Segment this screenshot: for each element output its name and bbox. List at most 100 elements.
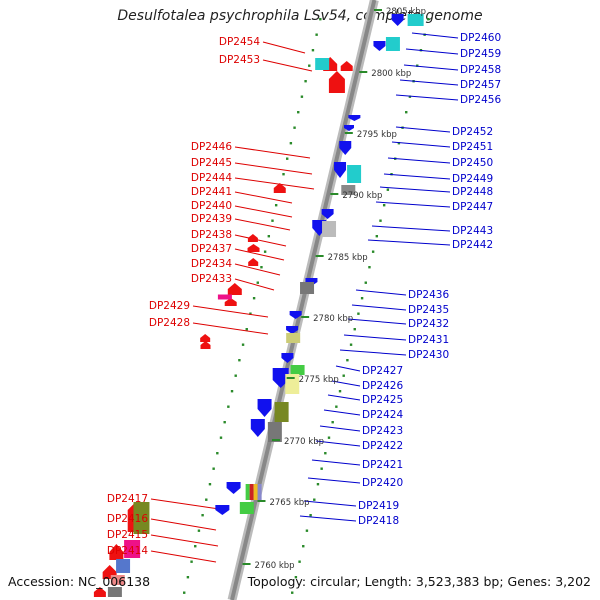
rule-dot <box>293 126 296 129</box>
label-leader <box>192 305 269 318</box>
forward-gene <box>248 258 259 266</box>
rule-dot <box>375 235 379 238</box>
feature-box <box>341 185 356 195</box>
label-leader <box>150 498 227 511</box>
label-leader <box>383 173 451 180</box>
rule-dot <box>368 266 371 269</box>
tick-label: 2770 kbp <box>284 437 324 447</box>
rule-dot <box>305 529 309 532</box>
rule-dot <box>197 529 201 532</box>
label-leader <box>367 239 451 246</box>
feature-box <box>110 575 125 585</box>
right-gene-label: DP2430 <box>408 349 449 361</box>
rule-dot <box>227 405 230 408</box>
feature-box <box>322 221 337 237</box>
tick-label: 2780 kbp <box>313 314 353 324</box>
rule-dot <box>190 560 193 563</box>
gene-arrow <box>250 419 265 437</box>
rule-dot <box>360 297 364 300</box>
gene-arrow <box>272 368 289 388</box>
label-leader <box>234 162 313 175</box>
forward-gene <box>200 334 211 342</box>
gene-arrow <box>93 587 106 597</box>
reverse-gene <box>257 399 272 417</box>
rule-dot <box>291 591 294 594</box>
gene-arrow <box>286 326 299 334</box>
gene-arrow <box>321 209 334 219</box>
label-leader <box>411 32 459 39</box>
rule-dot <box>357 312 360 315</box>
rule-dot <box>397 142 401 145</box>
reverse-gene <box>344 125 354 131</box>
tick-label: 2785 kbp <box>328 253 368 263</box>
rule-dot <box>319 18 322 21</box>
left-gene-label: DP2433 <box>191 273 232 285</box>
label-leader <box>371 225 451 232</box>
right-gene-label: DP2432 <box>408 318 449 330</box>
rule-dot <box>286 157 289 160</box>
label-leader <box>311 459 361 466</box>
right-gene-label: DP2451 <box>452 141 493 153</box>
label-leader <box>234 234 287 247</box>
rule-dot <box>427 18 430 21</box>
rule-dot <box>212 467 215 470</box>
label-leader <box>234 263 281 276</box>
feature-box <box>267 422 282 442</box>
forward-gene <box>247 234 258 242</box>
rule-dot <box>335 405 338 408</box>
reverse-gene <box>321 209 334 219</box>
forward-gene <box>93 587 106 597</box>
right-gene-label: DP2425 <box>362 394 403 406</box>
rule-dot <box>364 281 367 284</box>
tick-label: 2775 kbp <box>299 375 339 385</box>
rule-dot <box>313 498 316 501</box>
left-gene-label: DP2438 <box>191 229 232 241</box>
label-leader <box>150 550 217 563</box>
tick-label: 2760 kbp <box>255 561 295 571</box>
gene-arrow <box>391 14 404 26</box>
gene-arrow <box>281 353 294 363</box>
left-gene-label: DP2415 <box>107 529 148 541</box>
label-leader <box>299 515 357 522</box>
feature-box <box>257 484 262 500</box>
right-gene-label: DP2457 <box>460 79 501 91</box>
gene-arrow <box>215 505 230 515</box>
tick-label: 2805 kbp <box>386 7 426 17</box>
rule-dot <box>382 204 386 207</box>
reverse-gene <box>250 419 265 437</box>
right-gene-label: DP2452 <box>452 126 493 138</box>
tick-label: 2790 kbp <box>342 191 382 201</box>
rule-dot <box>252 297 256 300</box>
gene-arrow <box>328 71 345 93</box>
rule-dot <box>416 64 419 67</box>
left-gene-label: DP2429 <box>149 300 190 312</box>
gene-arrow <box>200 334 211 342</box>
label-leader <box>387 157 451 164</box>
rule-dot <box>249 312 252 315</box>
rule-dot <box>238 359 241 362</box>
gene-arrow <box>109 544 124 560</box>
right-gene-label: DP2431 <box>408 334 449 346</box>
feature-box <box>315 58 330 70</box>
rule-dot <box>405 111 408 114</box>
gene-arrow <box>247 244 260 252</box>
gene-arrow <box>289 311 302 319</box>
rule-dot <box>311 49 315 52</box>
rule-dot <box>216 452 219 455</box>
gene-arrow <box>257 399 272 417</box>
feature-box <box>300 282 315 294</box>
rule-dot <box>245 328 248 331</box>
left-gene-label: DP2453 <box>219 54 260 66</box>
label-leader <box>395 126 451 133</box>
left-gene-label: DP2428 <box>149 317 190 329</box>
label-leader <box>262 59 313 72</box>
gene-arrow <box>334 162 347 178</box>
gene-arrow <box>200 341 211 349</box>
feature-box <box>239 502 254 514</box>
rule-dot <box>316 483 320 486</box>
left-gene-label: DP2440 <box>191 200 232 212</box>
right-gene-label: DP2418 <box>358 515 399 527</box>
right-gene-label: DP2420 <box>362 477 403 489</box>
label-leader <box>395 94 459 101</box>
rule-dot <box>263 250 267 253</box>
